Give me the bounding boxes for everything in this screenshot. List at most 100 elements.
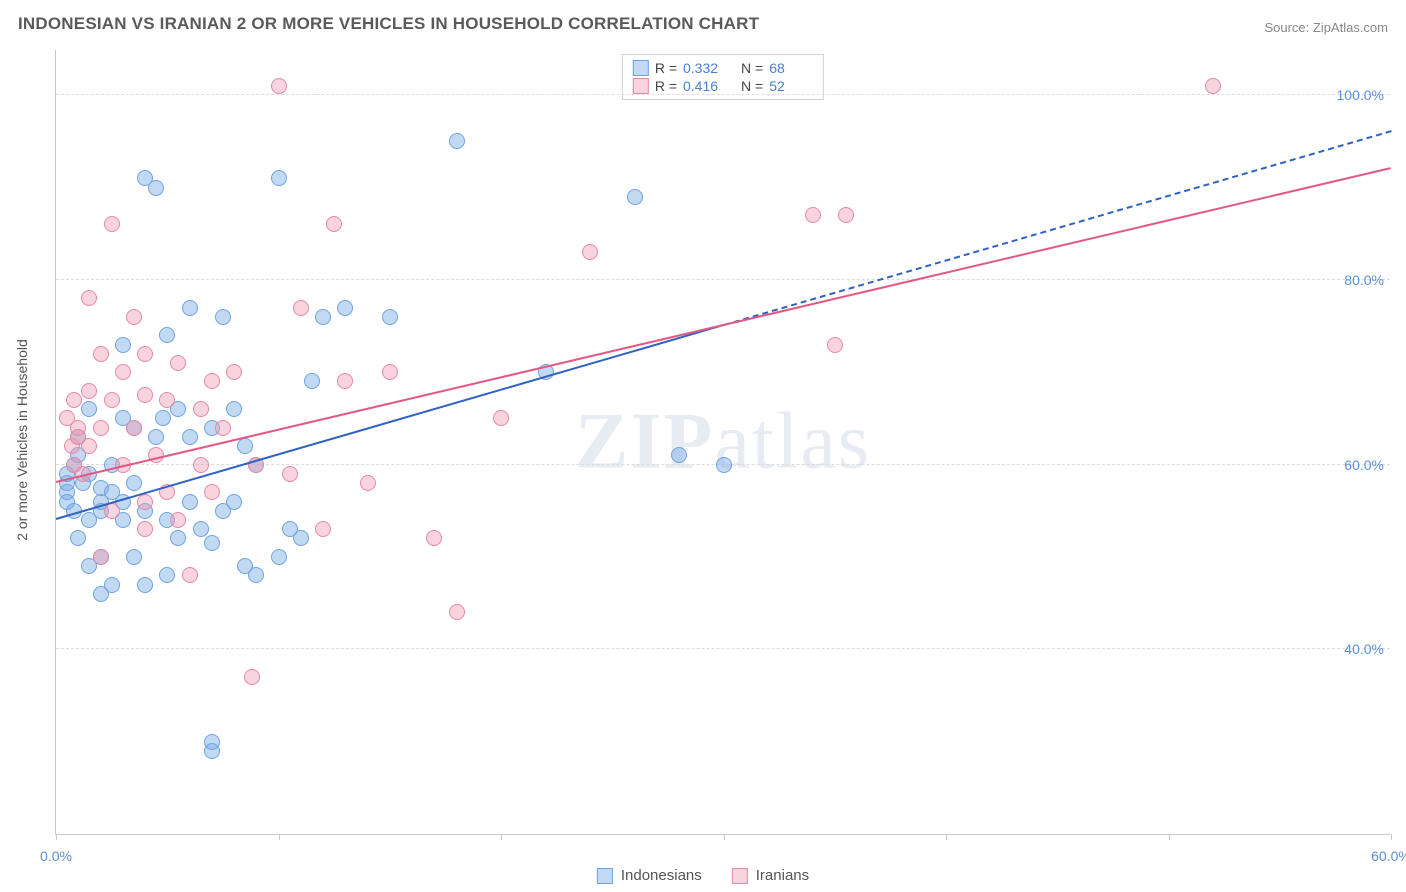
data-point	[126, 420, 142, 436]
legend-item: Iranians	[732, 867, 809, 884]
data-point	[81, 438, 97, 454]
data-point	[204, 373, 220, 389]
y-tick-label: 40.0%	[1344, 641, 1384, 657]
data-point	[104, 577, 120, 593]
data-point	[716, 457, 732, 473]
data-point	[1205, 78, 1221, 94]
data-point	[449, 604, 465, 620]
data-point	[360, 475, 376, 491]
legend-r-label: R =	[655, 60, 677, 76]
data-point	[248, 567, 264, 583]
data-point	[282, 466, 298, 482]
data-point	[93, 346, 109, 362]
data-point	[204, 535, 220, 551]
data-point	[382, 309, 398, 325]
x-tick	[1391, 834, 1392, 840]
regression-line	[56, 167, 1391, 483]
source-prefix: Source:	[1264, 20, 1312, 35]
legend-r-value: 0.332	[683, 60, 727, 76]
x-tick	[724, 834, 725, 840]
data-point	[204, 734, 220, 750]
data-point	[170, 530, 186, 546]
data-point	[293, 300, 309, 316]
data-point	[137, 494, 153, 510]
legend-swatch	[633, 60, 649, 76]
x-tick-label: 0.0%	[40, 848, 72, 864]
data-point	[148, 429, 164, 445]
data-point	[315, 309, 331, 325]
x-tick	[501, 834, 502, 840]
data-point	[337, 300, 353, 316]
legend-item: Indonesians	[597, 867, 702, 884]
data-point	[226, 494, 242, 510]
data-point	[159, 567, 175, 583]
data-point	[426, 530, 442, 546]
data-point	[126, 475, 142, 491]
x-tick	[946, 834, 947, 840]
legend-n-label: N =	[741, 60, 763, 76]
gridline	[56, 279, 1390, 280]
correlation-legend: R = 0.332 N = 68 R = 0.416 N = 52	[622, 54, 824, 100]
data-point	[204, 484, 220, 500]
legend-n-value: 68	[769, 60, 813, 76]
data-point	[182, 300, 198, 316]
chart-title: INDONESIAN VS IRANIAN 2 OR MORE VEHICLES…	[18, 14, 759, 34]
legend-r-value: 0.416	[683, 78, 727, 94]
data-point	[805, 207, 821, 223]
data-point	[449, 133, 465, 149]
data-point	[159, 327, 175, 343]
data-point	[271, 549, 287, 565]
data-point	[326, 216, 342, 232]
data-point	[104, 392, 120, 408]
data-point	[81, 383, 97, 399]
data-point	[215, 420, 231, 436]
data-point	[66, 392, 82, 408]
data-point	[170, 512, 186, 528]
data-point	[226, 364, 242, 380]
data-point	[304, 373, 320, 389]
data-point	[271, 78, 287, 94]
data-point	[193, 401, 209, 417]
legend-series-label: Iranians	[756, 867, 809, 884]
legend-n-value: 52	[769, 78, 813, 94]
data-point	[493, 410, 509, 426]
watermark-bold: ZIP	[575, 398, 714, 486]
data-point	[70, 530, 86, 546]
data-point	[159, 392, 175, 408]
legend-n-label: N =	[741, 78, 763, 94]
data-point	[137, 521, 153, 537]
x-tick	[279, 834, 280, 840]
data-point	[215, 309, 231, 325]
y-tick-label: 60.0%	[1344, 457, 1384, 473]
gridline	[56, 94, 1390, 95]
legend-r-label: R =	[655, 78, 677, 94]
data-point	[382, 364, 398, 380]
data-point	[193, 521, 209, 537]
data-point	[582, 244, 598, 260]
source-link[interactable]: ZipAtlas.com	[1313, 20, 1388, 35]
data-point	[182, 429, 198, 445]
data-point	[115, 364, 131, 380]
legend-series-label: Indonesians	[621, 867, 702, 884]
data-point	[70, 420, 86, 436]
data-point	[244, 669, 260, 685]
x-tick	[56, 834, 57, 840]
data-point	[81, 290, 97, 306]
data-point	[237, 438, 253, 454]
data-point	[182, 494, 198, 510]
series-legend: Indonesians Iranians	[597, 867, 809, 884]
data-point	[337, 373, 353, 389]
data-point	[827, 337, 843, 353]
data-point	[137, 577, 153, 593]
regression-line	[723, 130, 1391, 326]
watermark: ZIPatlas	[575, 397, 871, 488]
x-tick-label: 60.0%	[1371, 848, 1406, 864]
scatter-plot: ZIPatlas R = 0.332N = 68R = 0.416N = 52 …	[55, 50, 1390, 835]
x-tick	[1169, 834, 1170, 840]
data-point	[93, 549, 109, 565]
y-tick-label: 100.0%	[1337, 87, 1384, 103]
data-point	[193, 457, 209, 473]
data-point	[137, 346, 153, 362]
source-attribution: Source: ZipAtlas.com	[1264, 20, 1388, 35]
data-point	[155, 410, 171, 426]
